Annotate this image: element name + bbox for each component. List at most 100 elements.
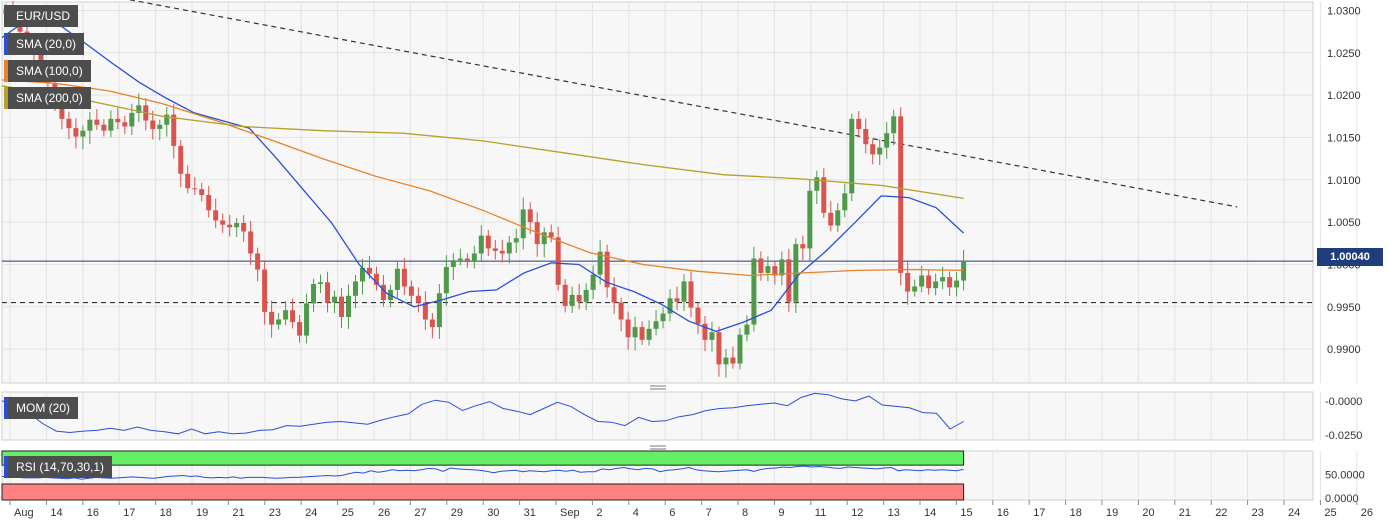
resistance-trendline	[127, 0, 1238, 208]
legend-sma100[interactable]: SMA (100,0)	[4, 60, 91, 82]
candle-body	[527, 209, 533, 223]
candle-body	[450, 260, 456, 268]
candle-body	[380, 284, 386, 301]
x-tick-label: 24	[305, 507, 317, 519]
candle-body	[919, 275, 925, 287]
legend-sma200[interactable]: SMA (200,0)	[4, 87, 91, 109]
legend-sma20-text: SMA (20,0)	[16, 37, 77, 51]
candle-body	[185, 173, 191, 189]
candle-body	[702, 323, 708, 340]
panel-main	[1, 1, 1314, 384]
candle-body	[115, 118, 121, 123]
candle-body	[122, 122, 128, 127]
candle-body	[569, 294, 575, 306]
candle-body	[87, 119, 93, 131]
x-tick-label: 21	[232, 507, 244, 519]
candle-body	[415, 295, 421, 303]
candle-body	[304, 303, 310, 336]
x-tick-label: 25	[1324, 507, 1336, 519]
x-tick-label: 25	[342, 507, 354, 519]
x-tick-label: 22	[1215, 507, 1227, 519]
x-tick-label: 21	[1179, 507, 1191, 519]
legend-rsi-text: RSI (14,70,30,1)	[16, 460, 105, 474]
candle-body	[709, 332, 715, 340]
candle-body	[800, 244, 806, 249]
candle-body	[255, 253, 261, 270]
candle-body	[429, 319, 435, 328]
panel-resize-handle[interactable]	[650, 385, 666, 390]
candle-body	[318, 282, 324, 284]
x-tick-label: 23	[1252, 507, 1264, 519]
rsi-line	[1, 465, 964, 480]
candle-body	[506, 242, 512, 254]
legend-mom-text: MOM (20)	[16, 401, 70, 415]
candle-body	[604, 251, 610, 288]
current-price-label: 1.00040	[1317, 248, 1383, 266]
legend-sma20[interactable]: SMA (20,0)	[4, 33, 85, 55]
candle-body	[646, 328, 652, 340]
x-tick-label: 8	[742, 507, 748, 519]
x-tick-label: 14	[50, 507, 62, 519]
candle-body	[639, 327, 645, 340]
legend-mom[interactable]: MOM (20)	[4, 397, 78, 419]
x-tick-label: 17	[1033, 507, 1045, 519]
candle-body	[101, 124, 107, 131]
legend-rsi[interactable]: RSI (14,70,30,1)	[4, 456, 113, 478]
candle-body	[625, 319, 631, 338]
candle-body	[283, 310, 289, 320]
candle-body	[520, 209, 526, 239]
candle-body	[192, 188, 198, 190]
candle-body	[926, 275, 932, 289]
candle-body	[311, 283, 317, 304]
candle-body	[227, 224, 233, 228]
mom-line	[1, 392, 964, 435]
x-tick-label: 26	[378, 507, 390, 519]
x-tick-label: 19	[1106, 507, 1118, 519]
candle-body	[297, 322, 303, 336]
candle-body	[940, 277, 946, 282]
candle-body	[877, 147, 883, 155]
candle-body	[541, 232, 547, 245]
candle-body	[422, 302, 428, 320]
candle-body	[660, 313, 666, 322]
candle-body	[485, 235, 491, 249]
candle-body	[401, 268, 407, 287]
candle-body	[786, 259, 792, 302]
legend-symbol[interactable]: EUR/USD	[4, 5, 79, 27]
rsi-oversold-band	[1, 483, 965, 501]
candle-body	[408, 286, 414, 296]
candle-body	[835, 210, 841, 226]
candle-body	[150, 120, 156, 129]
candle-body	[562, 284, 568, 306]
x-tick-label: 27	[414, 507, 426, 519]
x-tick-label: 9	[778, 507, 784, 519]
candle-body	[856, 118, 862, 129]
x-tick-label: 13	[888, 507, 900, 519]
candle-body	[814, 177, 820, 191]
x-tick-label: Aug	[14, 507, 34, 519]
candle-body	[66, 118, 72, 129]
legend-symbol-text: EUR/USD	[16, 9, 71, 23]
x-tick-label: 23	[269, 507, 281, 519]
candle-body	[884, 133, 890, 148]
x-tick-label: 14	[924, 507, 936, 519]
candle-body	[681, 281, 687, 302]
sma20-swatch	[4, 33, 8, 55]
candle-body	[436, 293, 442, 328]
panel-resize-handle[interactable]	[650, 445, 666, 450]
x-tick-label: 20	[1142, 507, 1154, 519]
candle-body	[828, 212, 834, 226]
candle-body	[653, 321, 659, 329]
candle-body	[870, 144, 876, 155]
rsi-y-tick-label: 0.0000	[1325, 493, 1359, 505]
candle-body	[471, 253, 477, 262]
candle-body	[548, 232, 554, 238]
candle-body	[730, 357, 736, 364]
x-tick-label: 11	[815, 507, 826, 519]
candle-body	[863, 129, 869, 145]
candle-body	[241, 222, 247, 232]
candle-body	[269, 311, 275, 325]
candle-body	[248, 231, 254, 254]
